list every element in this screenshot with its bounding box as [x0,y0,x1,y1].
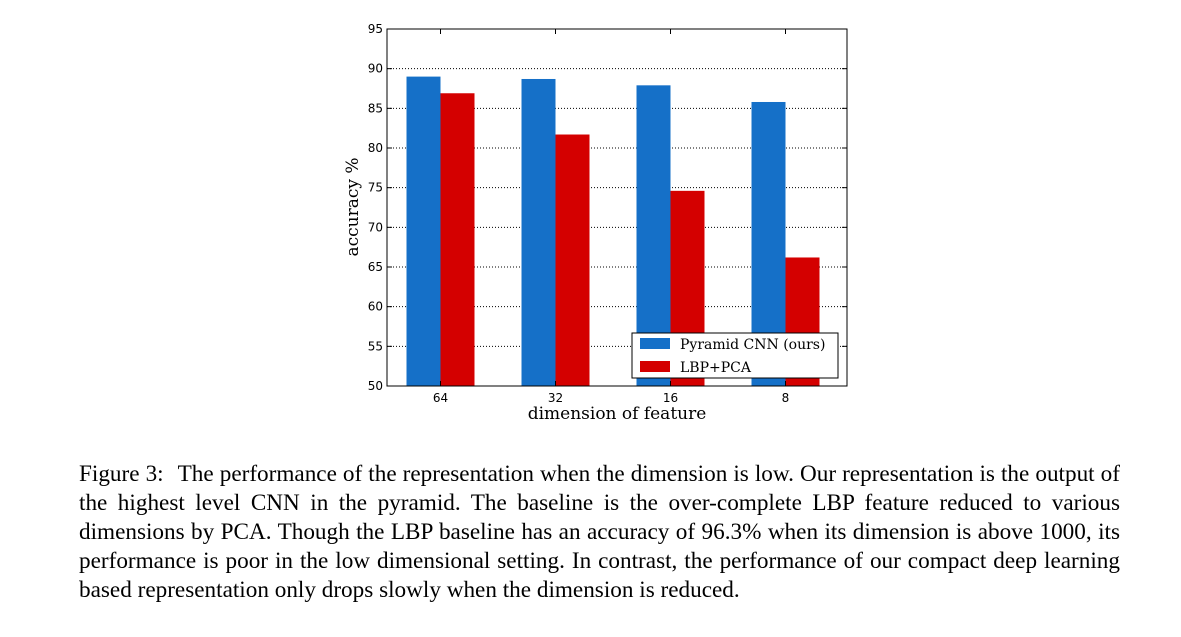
legend-label-lbp-pca: LBP+PCA [680,360,752,376]
caption-label: Figure 3: [79,461,164,487]
y-tick-label: 55 [368,339,383,353]
y-tick-label: 70 [368,220,383,234]
y-tick-label: 65 [368,260,383,274]
x-tick-label: 8 [782,391,790,405]
bar-chart: 50 55 60 65 70 75 80 85 90 95 64 32 16 8 dimension o… [343,22,848,424]
figure-caption: Figure 3: The performance of the represen… [79,460,1120,605]
y-axis-label: accuracy % [343,157,363,256]
x-axis-label: dimension of feature [528,404,707,424]
x-tick-label: 32 [548,391,563,405]
y-tick-label: 95 [368,22,383,36]
y-tick-label: 60 [368,300,383,314]
x-axis-ticks: 64 32 16 8 [433,29,789,405]
plot-frame [386,28,848,387]
bar-pyramid-cnn-32 [521,78,556,386]
y-tick-label: 90 [368,62,383,76]
y-tick-label: 50 [368,379,383,393]
legend-label-pyramid-cnn: Pyramid CNN (ours) [680,337,825,353]
x-tick-label: 64 [433,391,448,405]
y-tick-label: 75 [368,181,383,195]
y-tick-label: 80 [368,141,383,155]
legend: Pyramid CNN (ours) LBP+PCA [631,332,839,379]
y-axis-ticks: 50 55 60 65 70 75 80 85 90 95 [368,22,847,393]
bar-pyramid-cnn-64 [406,76,441,386]
x-tick-label: 16 [663,391,678,405]
legend-swatch-pyramid-cnn [640,338,670,349]
legend-swatch-lbp-pca [640,361,670,372]
caption-text: The performance of the representation wh… [79,461,1120,603]
bar-lbp-pca-32 [555,134,590,386]
y-tick-label: 85 [368,101,383,115]
bar-lbp-pca-64 [440,93,475,386]
